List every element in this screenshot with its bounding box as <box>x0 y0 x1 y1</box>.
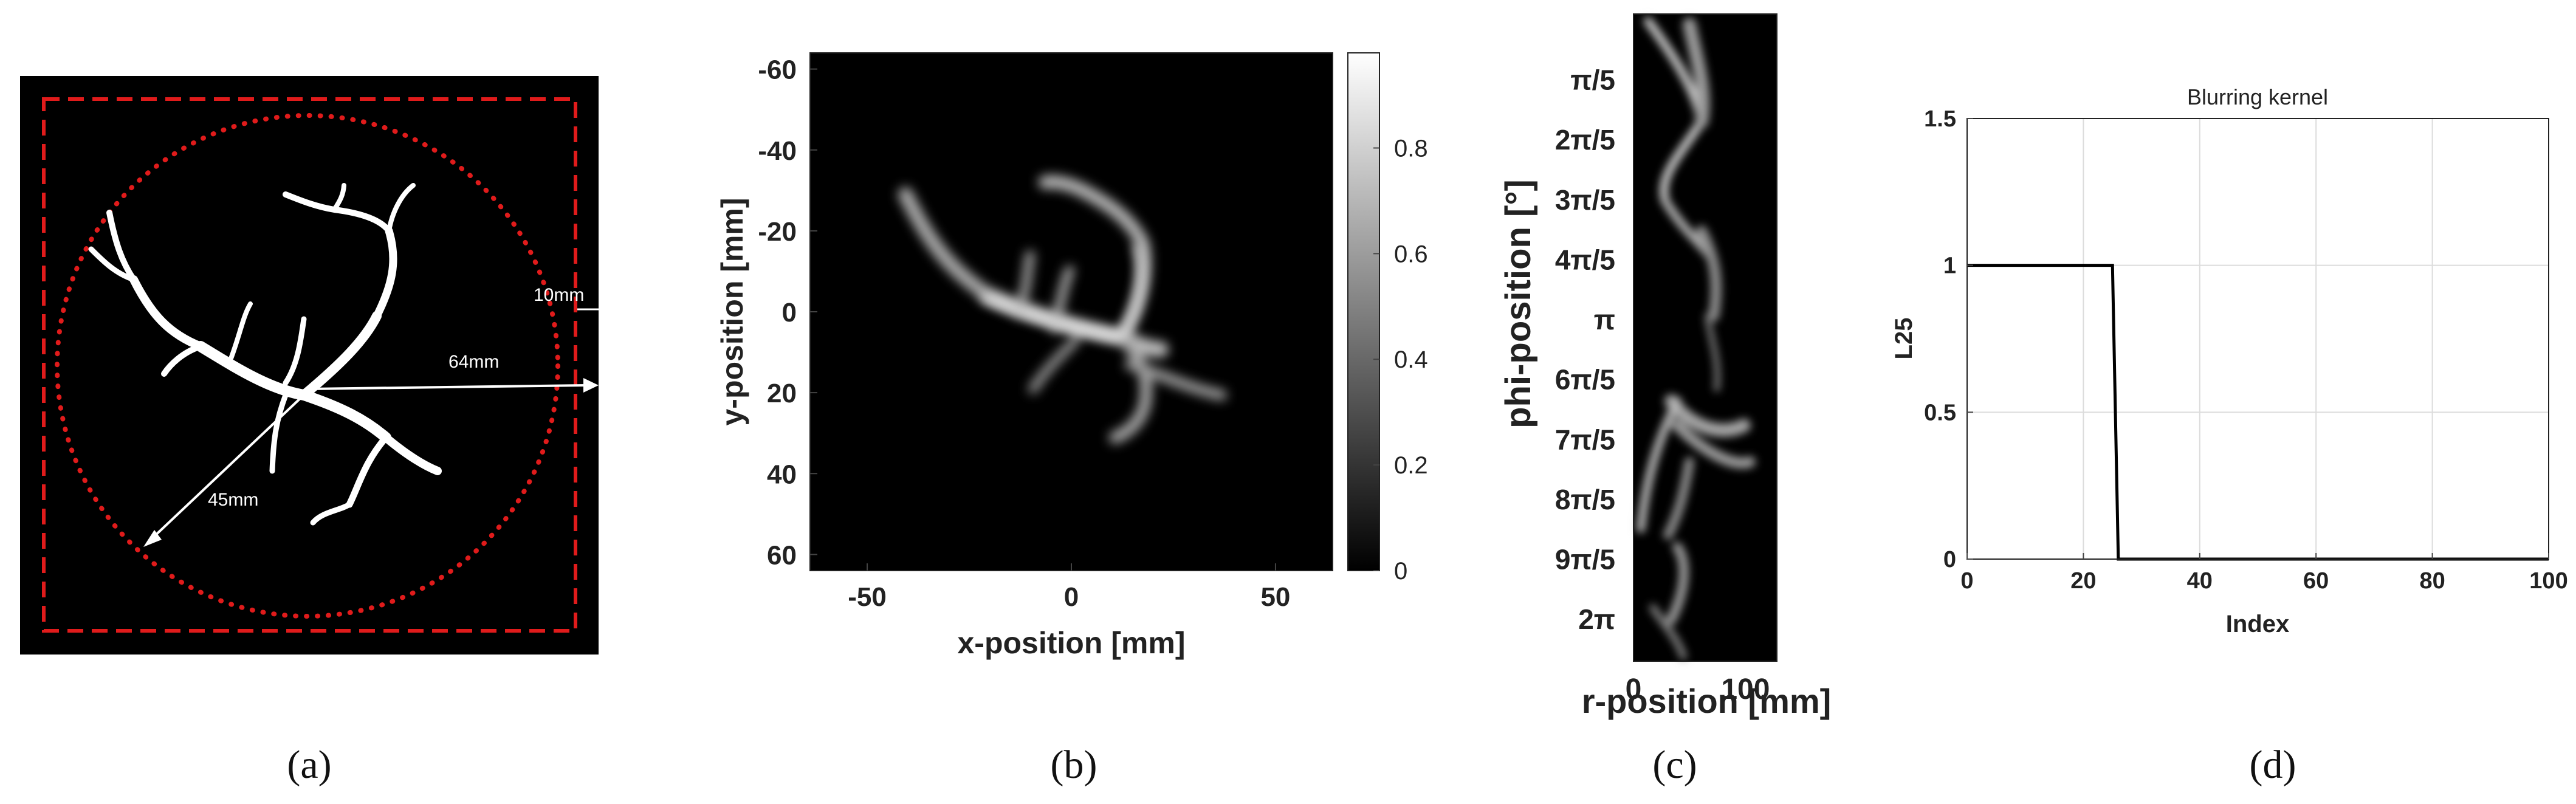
kernel-plot-frame <box>1966 118 2549 560</box>
sinogram-y-tick-label: 9π/5 <box>1555 544 1615 576</box>
kernel-x-tick-label: 100 <box>2529 568 2567 594</box>
vessel-tree <box>88 183 442 526</box>
sinogram-x-label: r-position [mm] <box>1582 682 1832 720</box>
colorbar-ticks: 0 0.2 0.4 0.6 0.8 <box>1373 135 1428 585</box>
caption-c: (c) <box>1652 743 1697 787</box>
recon-y-tick-label: -60 <box>758 55 797 85</box>
kernel-x-tick-label: 20 <box>2070 568 2096 594</box>
kernel-x-label: Index <box>2226 611 2289 637</box>
sinogram-x-tick-label: 100 <box>1721 673 1770 706</box>
recon-x-tick-label: 0 <box>1064 582 1079 612</box>
kernel-x-ticks: 0 20 40 60 80 100 <box>1960 553 2568 594</box>
recon-y-tick-label: -20 <box>758 217 797 247</box>
colorbar <box>1347 52 1380 571</box>
sinogram-y-tick-label: 2π/5 <box>1555 124 1615 156</box>
panel-a: 10mm 64mm 45mm (a) <box>20 76 599 787</box>
phantom-background <box>20 76 599 655</box>
sinogram-y-tick-label: 7π/5 <box>1555 424 1615 455</box>
recon-x-ticks: -50 0 50 <box>848 563 1290 612</box>
recon-y-tick-label: 0 <box>782 298 797 328</box>
kernel-x-tick-label: 80 <box>2419 568 2445 594</box>
sinogram-y-tick-label: π <box>1594 304 1615 335</box>
sinogram-traces <box>1637 17 1756 660</box>
inner-dotted-circle <box>55 113 560 619</box>
kernel-x-tick-label: 0 <box>1960 568 1973 594</box>
colorbar-tick-label: 0.6 <box>1394 241 1428 267</box>
sinogram-x-ticks: 0 100 <box>1626 673 1770 706</box>
panel-c: 0 100 π/52π/53π/54π/5π6π/57π/58π/59π/52π … <box>1499 13 1832 787</box>
caption-a: (a) <box>287 743 331 787</box>
recon-y-ticks: -60 -40 -20 0 20 40 60 <box>758 55 817 570</box>
recon-y-tick-label: 20 <box>767 379 797 408</box>
caption-b: (b) <box>1051 743 1097 787</box>
sinogram-y-tick-label: 8π/5 <box>1555 484 1615 515</box>
arrow-64mm-head <box>583 378 599 393</box>
recon-y-tick-label: -40 <box>758 136 797 166</box>
arrow-45mm <box>149 394 305 541</box>
sinogram-y-label: phi-position [°] <box>1499 179 1538 428</box>
kernel-plot-area <box>1967 119 2549 559</box>
kernel-y-tick-label: 1.5 <box>1924 106 1956 132</box>
sinogram-y-tick-label: 4π/5 <box>1555 244 1615 275</box>
recon-image <box>810 53 1333 571</box>
sinogram-frame <box>1633 13 1777 662</box>
recon-y-tick-label: 60 <box>767 540 797 570</box>
recon-x-tick-label: -50 <box>848 582 887 612</box>
kernel-title: Blurring kernel <box>2187 84 2328 109</box>
sinogram-y-tick-label: π/5 <box>1570 64 1615 96</box>
annotation-64mm: 64mm <box>448 352 499 372</box>
recon-x-label: x-position [mm] <box>958 626 1186 660</box>
outer-dashed-boundary <box>42 97 577 633</box>
kernel-y-tick-label: 1 <box>1943 253 1956 279</box>
kernel-y-label: L25 <box>1891 318 1917 360</box>
recon-vessels-core <box>981 243 1144 341</box>
colorbar-tick-label: 0.4 <box>1394 346 1428 373</box>
annotation-45mm: 45mm <box>208 490 258 510</box>
recon-y-label: y-position [mm] <box>715 198 749 426</box>
sinogram-y-tick-label: 2π <box>1578 603 1615 635</box>
sinogram-y-ticks: π/5 2π/5 3π/5 4π/5 π 6π/5 7π/5 8π/5 9π/5 2π <box>1555 64 1615 635</box>
kernel-y-tick-label: 0 <box>1943 547 1956 572</box>
recon-x-tick-label: 50 <box>1260 582 1290 612</box>
sinogram-y-tick-label: 3π/5 <box>1555 184 1615 216</box>
caption-d: (d) <box>2250 743 2296 787</box>
arrow-45mm-head <box>143 530 162 547</box>
sinogram-y-tick-label: 6π/5 <box>1555 364 1615 396</box>
sinogram-x-tick-label: 0 <box>1626 673 1642 706</box>
recon-y-tick-label: 40 <box>767 459 797 489</box>
kernel-x-tick-label: 40 <box>2187 568 2213 594</box>
annotation-10mm: 10mm <box>534 285 584 305</box>
kernel-x-tick-label: 60 <box>2303 568 2329 594</box>
colorbar-tick-label: 0.2 <box>1394 452 1428 479</box>
kernel-y-tick-label: 0.5 <box>1924 400 1956 425</box>
arrow-64mm <box>307 384 587 390</box>
panel-d: 0 20 40 60 80 100 0 0.5 1 1.5 Blurring kernel In… <box>1891 84 2568 787</box>
colorbar-tick-label: 0.8 <box>1394 135 1428 162</box>
colorbar-tick-label: 0 <box>1394 558 1407 585</box>
kernel-y-ticks: 0 0.5 1 1.5 <box>1924 106 1973 572</box>
